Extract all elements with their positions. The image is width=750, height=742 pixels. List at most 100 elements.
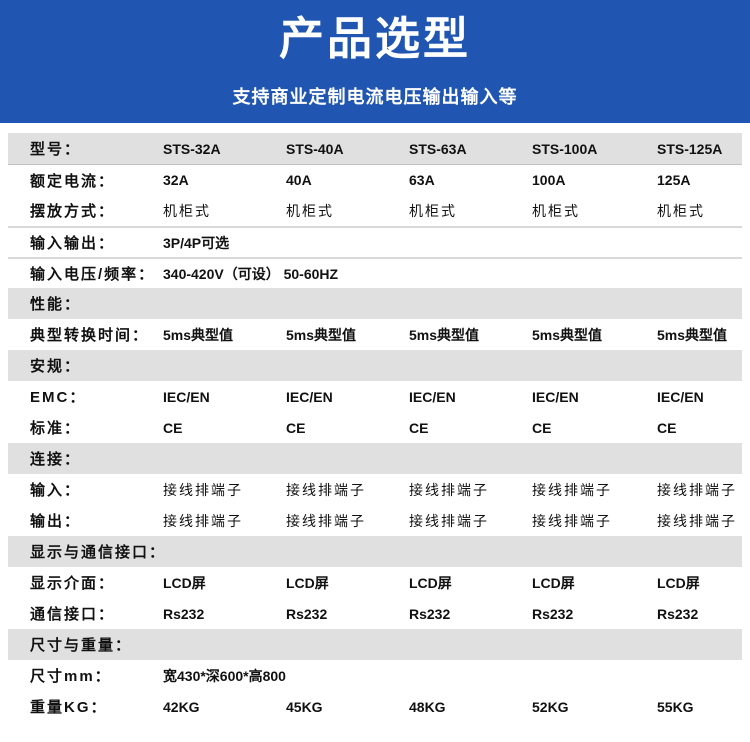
row-value: LCD屏 <box>532 574 575 591</box>
row-value: 接线排端子 <box>657 481 737 498</box>
section-label: 显示与通信接口： <box>30 544 167 561</box>
row-label: 标准： <box>30 420 82 437</box>
row-value: 3P/4P可选 <box>163 234 230 251</box>
row-value: CE <box>532 419 552 436</box>
row-value: 接线排端子 <box>532 481 612 498</box>
spec-row: 输入电压/频率： 340-420V（可设） 50-60HZ <box>8 257 742 288</box>
section-label: 尺寸与重量： <box>30 637 133 654</box>
row-label: 输入输出： <box>30 235 116 252</box>
row-value: STS-32A <box>163 140 221 157</box>
row-value: 接线排端子 <box>532 512 612 529</box>
spec-row: 输入： 接线排端子 接线排端子 接线排端子 接线排端子 接线排端子 <box>8 474 742 505</box>
section-header-row: 尺寸与重量： <box>8 629 742 660</box>
row-value: 机柜式 <box>532 202 580 219</box>
spec-row: 显示介面： LCD屏 LCD屏 LCD屏 LCD屏 LCD屏 <box>8 567 742 598</box>
header-banner: 产品选型 支持商业定制电流电压输出输入等 <box>0 0 750 123</box>
row-value: 5ms典型值 <box>657 326 728 343</box>
row-value: 机柜式 <box>286 202 334 219</box>
page-title: 产品选型 <box>278 13 471 64</box>
row-label: EMC： <box>30 389 87 406</box>
row-value: LCD屏 <box>286 574 329 591</box>
row-value: 接线排端子 <box>163 512 243 529</box>
row-value: 32A <box>163 172 189 188</box>
row-value: STS-125A <box>657 140 723 157</box>
row-label: 额定电流： <box>30 172 116 190</box>
row-value: 42KG <box>163 698 200 715</box>
row-value: Rs232 <box>286 605 328 622</box>
row-value: 机柜式 <box>163 202 211 219</box>
row-value: LCD屏 <box>657 574 700 591</box>
row-value: 55KG <box>657 698 694 715</box>
spec-row: 输出： 接线排端子 接线排端子 接线排端子 接线排端子 接线排端子 <box>8 505 742 536</box>
row-value: 100A <box>532 172 566 188</box>
row-value: 63A <box>409 172 435 188</box>
spec-row: 标准： CE CE CE CE CE <box>8 412 742 443</box>
spec-row: 输入输出： 3P/4P可选 <box>8 226 742 257</box>
section-header-row: 显示与通信接口： <box>8 536 742 567</box>
row-value: 接线排端子 <box>286 481 366 498</box>
spec-row: 重量KG： 42KG 45KG 48KG 52KG 55KG <box>8 691 742 722</box>
row-label: 输出： <box>30 513 82 530</box>
row-value: 5ms典型值 <box>409 326 480 343</box>
row-value: STS-40A <box>286 140 344 157</box>
section-label: 性能： <box>30 296 82 313</box>
row-value: 宽430*深600*高800 <box>163 667 286 684</box>
row-value: CE <box>657 419 677 436</box>
row-value: 接线排端子 <box>163 481 243 498</box>
row-value: 接线排端子 <box>409 512 489 529</box>
row-value: 机柜式 <box>657 202 705 219</box>
row-value: 接线排端子 <box>409 481 489 498</box>
row-value: 340-420V（可设） 50-60HZ <box>163 265 339 282</box>
row-value: 48KG <box>409 698 446 715</box>
row-value: 52KG <box>532 698 569 715</box>
spec-row: 尺寸mm： 宽430*深600*高800 <box>8 660 742 691</box>
row-value: 125A <box>657 172 691 188</box>
row-value: Rs232 <box>163 605 205 622</box>
row-value: STS-100A <box>532 140 598 157</box>
spec-table: 型号： STS-32A STS-40A STS-63A STS-100A STS-125A… <box>8 133 742 722</box>
spec-row: 典型转换时间： 5ms典型值 5ms典型值 5ms典型值 5ms典型值 5ms典型值 <box>8 319 742 350</box>
row-value: 45KG <box>286 698 323 715</box>
row-label: 输入： <box>30 482 82 499</box>
row-value: IEC/EN <box>163 388 210 405</box>
row-value: CE <box>409 419 429 436</box>
row-value: 5ms典型值 <box>286 326 357 343</box>
page-subtitle: 支持商业定制电流电压输出输入等 <box>232 87 518 107</box>
row-value: CE <box>163 419 183 436</box>
row-value: Rs232 <box>657 605 699 622</box>
row-value: 接线排端子 <box>286 512 366 529</box>
row-value: Rs232 <box>532 605 574 622</box>
spec-row: 摆放方式： 机柜式 机柜式 机柜式 机柜式 机柜式 <box>8 195 742 226</box>
section-header-row: 性能： <box>8 288 742 319</box>
row-value: 5ms典型值 <box>532 326 603 343</box>
row-value: 接线排端子 <box>657 512 737 529</box>
section-label: 安规： <box>30 358 82 375</box>
row-value: STS-63A <box>409 140 467 157</box>
row-label: 输入电压/频率： <box>30 266 156 283</box>
row-value: 40A <box>286 172 312 188</box>
row-label: 显示介面： <box>30 575 116 592</box>
section-label: 连接： <box>30 451 82 468</box>
row-value: IEC/EN <box>532 388 579 405</box>
row-label: 典型转换时间： <box>30 327 150 344</box>
row-value: IEC/EN <box>409 388 456 405</box>
row-value: 5ms典型值 <box>163 326 234 343</box>
row-value: CE <box>286 419 306 436</box>
row-value: LCD屏 <box>163 574 206 591</box>
row-label: 型号： <box>30 141 82 158</box>
section-header-row: 安规： <box>8 350 742 381</box>
row-label: 摆放方式： <box>30 203 116 220</box>
row-value: IEC/EN <box>657 388 704 405</box>
spec-row: 型号： STS-32A STS-40A STS-63A STS-100A STS-125A <box>8 133 742 164</box>
spec-row: 通信接口： Rs232 Rs232 Rs232 Rs232 Rs232 <box>8 598 742 629</box>
row-label: 尺寸mm： <box>30 668 112 685</box>
row-label: 通信接口： <box>30 606 116 623</box>
row-value: Rs232 <box>409 605 451 622</box>
row-value: LCD屏 <box>409 574 452 591</box>
spec-row: EMC： IEC/EN IEC/EN IEC/EN IEC/EN IEC/EN <box>8 381 742 412</box>
row-value: 机柜式 <box>409 202 457 219</box>
row-label: 重量KG： <box>30 699 108 716</box>
row-value: IEC/EN <box>286 388 333 405</box>
section-header-row: 连接： <box>8 443 742 474</box>
spec-row: 额定电流： 32A 40A 63A 100A 125A <box>8 164 742 195</box>
